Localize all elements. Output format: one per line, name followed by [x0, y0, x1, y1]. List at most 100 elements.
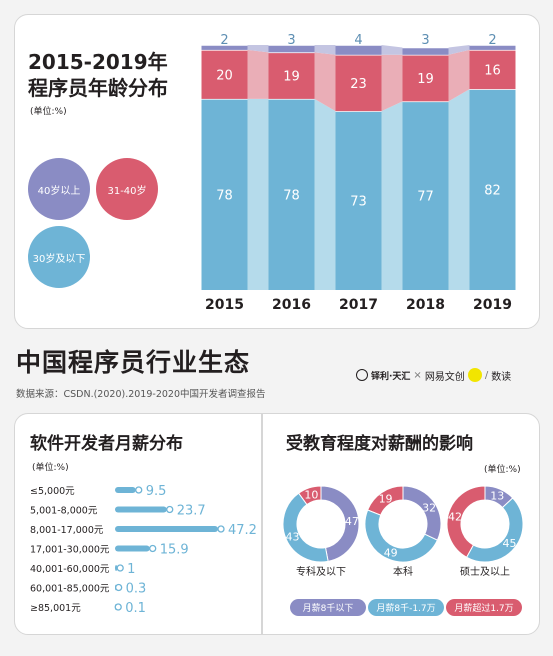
- edu-legend-above-17k-label: 月薪超过1.7万: [454, 604, 514, 614]
- salary-bar-endpoint: [114, 603, 122, 611]
- brand-c-text: 数读: [491, 371, 512, 383]
- age-bar-segment: [268, 52, 315, 99]
- edu-donut-value-label: 32: [422, 501, 436, 514]
- age-value-label: 3: [287, 33, 295, 48]
- edu-donut-category-label: 本科: [393, 565, 413, 578]
- age-year-label: 2017: [339, 297, 378, 313]
- edu-donut-value-label: 13: [490, 490, 504, 503]
- salary-value-label: 47.2: [228, 523, 257, 538]
- logo-slash: /: [484, 369, 489, 381]
- edu-donut-value-label: 45: [502, 537, 516, 550]
- age-connector-band: [448, 45, 470, 55]
- edu-donut-value-label: 10: [304, 489, 318, 502]
- age-year-label: 2015: [205, 297, 244, 313]
- age-bar-segment: [335, 45, 382, 55]
- salary-category-label: 17,001-30,000元: [30, 545, 110, 556]
- legend-label-40-plus: 40岁以上: [37, 185, 81, 197]
- edu-donut-value-label: 19: [379, 492, 393, 505]
- age-connector-band: [381, 45, 403, 55]
- age-connector-band: [381, 101, 403, 290]
- salary-bar-endpoint: [135, 486, 143, 494]
- salary-card: [14, 413, 262, 635]
- salary-bar-endpoint: [217, 525, 225, 533]
- edu-donut-slice: [282, 492, 329, 563]
- edu-legend-below-8k: 月薪8千以下: [290, 599, 366, 616]
- legend-bubble-31-40: 31-40岁: [96, 158, 158, 220]
- salary-category-label: 5,001-8,000元: [30, 506, 98, 517]
- age-value-label: 73: [350, 195, 367, 210]
- age-value-label: 2: [488, 33, 496, 48]
- age-bar-segment: [201, 45, 248, 50]
- edu-title: 受教育程度对薪酬的影响: [286, 434, 473, 454]
- age-value-label: 78: [216, 188, 233, 203]
- age-connector-band: [247, 49, 269, 99]
- salary-value-label: 1: [127, 562, 135, 577]
- edu-legend-above-17k: 月薪超过1.7万: [446, 599, 522, 616]
- age-value-label: 77: [417, 190, 434, 205]
- age-value-label: 3: [421, 33, 429, 48]
- salary-category-label: ≥85,001元: [30, 603, 81, 614]
- main-title: 中国程序员行业生态: [16, 348, 251, 377]
- age-value-label: 78: [283, 188, 300, 203]
- age-title-line2: 程序员年龄分布: [28, 76, 168, 100]
- brand-a-text: 铎利·天汇: [371, 371, 411, 382]
- salary-bar: [115, 526, 218, 532]
- salary-bar-endpoint: [149, 544, 157, 553]
- age-connector-band: [314, 52, 336, 112]
- age-bar-segment: [469, 49, 516, 90]
- edu-donut-value-label: 42: [448, 510, 462, 523]
- age-bar-segment: [201, 49, 248, 99]
- age-bar-segment: [201, 98, 248, 291]
- age-bar-segment: [335, 54, 382, 112]
- age-title-line1: 2015-2019年: [28, 50, 168, 74]
- edu-unit-label: (单位:%): [484, 465, 521, 475]
- age-value-label: 2: [220, 33, 228, 48]
- salary-category-label: ≤5,000元: [30, 486, 75, 497]
- age-stacked-bar-chart: 78 20 2 2015 78 19 3 2016 73 23 4 2017 77 19 3 2018 82 16…: [201, 33, 516, 313]
- logo-cross: ×: [413, 369, 422, 381]
- education-card: [262, 413, 540, 635]
- age-bar-segment: [402, 47, 449, 55]
- age-year-label: 2019: [473, 297, 512, 313]
- age-value-label: 19: [283, 70, 300, 85]
- salary-bar: [115, 506, 167, 513]
- salary-bar: [115, 545, 150, 552]
- salary-title: 软件开发者月薪分布: [30, 434, 183, 454]
- salary-value-label: 23.7: [177, 504, 206, 519]
- edu-donut-slice: [364, 509, 439, 563]
- salary-bar: [115, 565, 118, 571]
- edu-legend-8k-17k-label: 月薪8千-1.7万: [376, 604, 436, 614]
- brand-b-text: 网易文创: [424, 371, 465, 383]
- age-connector-band: [448, 89, 470, 290]
- legend-bubble-40-plus: 40岁以上: [28, 158, 90, 220]
- salary-unit-label: (单位:%): [32, 463, 69, 473]
- age-connector-band: [314, 98, 336, 291]
- brand-a-logo-icon: [356, 369, 368, 381]
- edu-donut-category-label: 专科及以下: [296, 565, 346, 578]
- age-year-label: 2018: [406, 297, 445, 313]
- age-value-label: 20: [216, 68, 233, 83]
- edu-legend-8k-17k: 月薪8千-1.7万: [368, 599, 444, 616]
- salary-category-label: 8,001-17,000元: [30, 525, 104, 536]
- salary-value-label: 0.1: [125, 601, 146, 616]
- age-bar-segment: [469, 89, 516, 290]
- age-connector-band: [247, 98, 269, 291]
- brand-b-dot-icon: [467, 368, 482, 382]
- legend-label-30-under: 30岁及以下: [32, 253, 86, 265]
- edu-donut-value-label: 47: [345, 515, 359, 528]
- salary-value-label: 15.9: [160, 543, 189, 558]
- salary-bar-endpoint: [166, 505, 174, 514]
- age-bar-segment: [268, 98, 315, 291]
- edu-donut-value-label: 43: [286, 530, 300, 543]
- salary-value-label: 9.5: [146, 484, 167, 499]
- age-connector-band: [247, 45, 269, 53]
- logo-strip: 铎利·天汇 × 网易文创 / 数读: [356, 362, 511, 388]
- age-bar-segment: [402, 101, 449, 290]
- salary-bar: [115, 487, 136, 493]
- age-bar-segment: [335, 111, 382, 291]
- salary-bar-endpoint: [115, 583, 123, 592]
- age-bar-segment: [402, 54, 449, 102]
- edu-legend-below-8k-label: 月薪8千以下: [302, 604, 354, 614]
- age-value-label: 19: [417, 72, 434, 87]
